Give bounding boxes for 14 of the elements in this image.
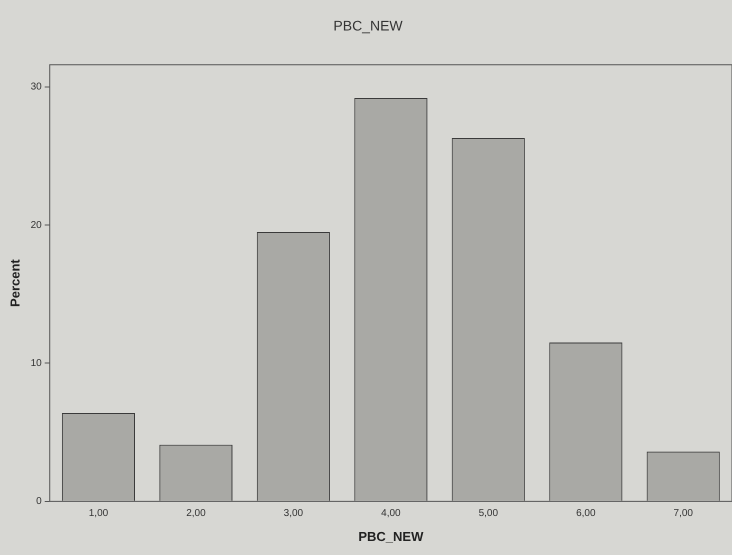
y-tick-label: 10	[30, 358, 42, 369]
x-axis-title: PBC_NEW	[358, 528, 424, 544]
x-tick-label: 7,00	[674, 508, 694, 520]
y-tick-label: 30	[30, 82, 42, 93]
x-tick-label: 5,00	[478, 508, 498, 520]
y-tick-label: 0	[36, 496, 42, 508]
y-axis-title: Percent	[7, 258, 22, 307]
chart-title: PBC_NEW	[333, 17, 404, 34]
y-tick-label: 20	[30, 220, 42, 231]
x-tick-label: 2,00	[186, 508, 206, 520]
x-tick-label: 4,00	[381, 508, 402, 520]
x-tick-label: 3,00	[284, 508, 304, 520]
x-tick-label: 1,00	[88, 508, 109, 520]
x-tick-label: 6,00	[576, 508, 596, 520]
